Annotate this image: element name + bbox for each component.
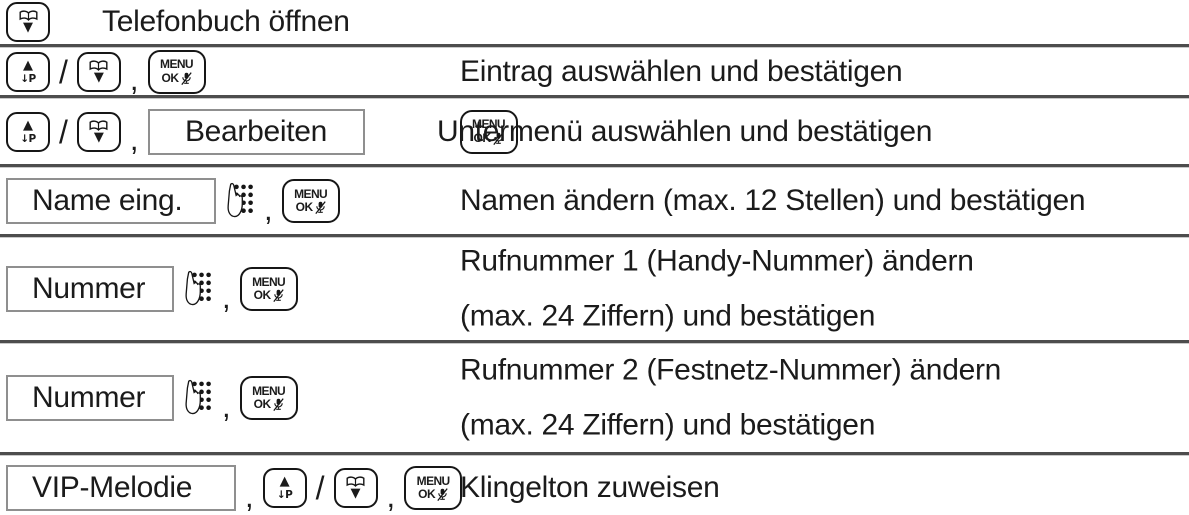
comma-separator: , [245,478,254,514]
up-key-sub-label: ↓P [20,72,36,85]
step-row-edit-name: Name eing. , MENU OK [0,168,1189,234]
step-text: Rufnummer 2 (Festnetz-Nummer) ändern (ma… [460,354,1001,443]
open-book-icon [89,119,108,131]
up-arrow-glyph: ▲ [279,474,290,490]
open-book-icon [19,10,37,21]
ok-label: OK [295,200,314,214]
key-sequence: Nummer , MENU OK [6,375,298,424]
step-text-line-2: (max. 24 Ziffern) und bestätigen [460,299,876,333]
menu-ok-key: MENU OK [147,49,206,94]
mic-mute-icon [314,201,326,215]
step-row-open-phonebook: ▼ Telefonbuch öffnen [0,0,1189,44]
display-box-vip-melodie: VIP-Melodie [6,465,236,511]
mic-mute-icon [492,131,504,145]
ok-label: OK [418,487,436,501]
row-divider [0,340,1189,344]
phonebook-down-key: ▼ [6,2,50,42]
step-text-line-2: (max. 24 Ziffern) und bestätigen [460,408,876,442]
up-arrow-glyph: ▲ [23,57,33,73]
open-book-icon [89,59,108,71]
step-row-edit-number-1: Nummer , MENU OK [0,238,1189,340]
down-arrow-glyph: ▼ [93,129,104,145]
phonebook-down-key: ▼ [333,468,378,508]
row-divider [0,44,1189,48]
step-text: Klingelton zuweisen [460,471,720,504]
up-arrow-glyph: ▲ [23,117,33,133]
step-row-assign-ringtone: VIP-Melodie , ▲ ↓P / ▼ , MENU OK [0,456,1189,515]
step-row-submenu-edit: ▲ ↓P / ▼ , Bearbeiten MENU OK [0,99,1189,164]
key-sequence: Name eing. , MENU OK [6,178,340,227]
step-text-line-1: Rufnummer 1 (Handy-Nummer) ändern [460,244,974,278]
comma-separator: , [129,122,139,157]
mic-mute-icon [272,398,284,412]
menu-ok-key: MENU OK [239,376,298,420]
menu-label: MENU [160,57,194,72]
mic-mute-icon [272,289,284,303]
keypad-entry-icon [227,182,253,218]
comma-separator: , [222,388,231,424]
step-text: Rufnummer 1 (Handy-Nummer) ändern (max. … [460,245,974,334]
up-arrow-key: ▲ ↓P [6,51,50,92]
step-text: Eintrag auswählen und bestätigen [460,54,903,88]
menu-ok-key: MENU OK [239,267,298,311]
menu-ok-key: MENU OK [459,109,518,154]
mic-mute-icon [180,71,192,85]
up-key-sub-label: ↓P [276,489,293,502]
up-arrow-key: ▲ ↓P [6,111,50,152]
display-box-bearbeiten: Bearbeiten [147,108,365,155]
row-divider [0,452,1189,456]
row-divider [0,234,1189,238]
keypad-entry-icon [185,379,211,415]
ok-label: OK [473,130,492,145]
comma-separator: , [386,478,396,514]
menu-label: MENU [252,274,286,289]
ok-label: OK [253,288,272,302]
key-sequence: VIP-Melodie , ▲ ↓P / ▼ , MENU OK [6,465,463,514]
display-box-nummer: Nummer [6,375,174,421]
keypad-entry-icon [185,270,211,306]
menu-ok-key: MENU OK [281,179,340,223]
mic-mute-icon [437,488,448,502]
slash-separator: / [59,53,68,90]
step-text: Namen ändern (max. 12 Stellen) und bestä… [460,184,1086,217]
step-text-line-1: Rufnummer 2 (Festnetz-Nummer) ändern [460,353,1002,387]
menu-label: MENU [252,383,286,398]
comma-separator: , [264,191,273,227]
up-key-sub-label: ↓P [20,132,36,145]
slash-separator: / [59,113,68,150]
down-arrow-glyph: ▼ [93,69,104,85]
row-divider [0,164,1189,168]
display-box-nummer: Nummer [6,266,174,312]
key-sequence: Nummer , MENU OK [6,266,298,315]
menu-label: MENU [416,473,451,488]
down-arrow-glyph: ▼ [23,20,33,35]
ok-label: OK [161,70,180,85]
up-arrow-key: ▲ ↓P [262,468,307,508]
key-sequence: ▲ ↓P / ▼ , MENU OK [6,49,206,97]
open-book-icon [346,476,365,487]
menu-ok-key: MENU OK [404,466,463,510]
slash-separator: / [315,470,325,506]
comma-separator: , [129,62,139,97]
key-sequence: ▲ ↓P / ▼ , Bearbeiten MENU OK [6,108,518,157]
menu-label: MENU [294,186,328,201]
comma-separator: , [222,279,231,315]
display-box-name: Name eing. [6,178,216,224]
phonebook-down-key: ▼ [76,111,121,152]
down-arrow-glyph: ▼ [350,486,361,501]
phonebook-down-key: ▼ [76,51,121,92]
step-text: Telefonbuch öffnen [102,5,350,38]
step-row-edit-number-2: Nummer , MENU OK [0,344,1189,452]
ok-label: OK [253,397,272,411]
row-divider [0,95,1189,99]
step-text: Untermenü auswählen und bestätigen [437,114,933,148]
step-row-select-entry: ▲ ↓P / ▼ , MENU OK [0,48,1189,95]
menu-label: MENU [472,117,506,132]
